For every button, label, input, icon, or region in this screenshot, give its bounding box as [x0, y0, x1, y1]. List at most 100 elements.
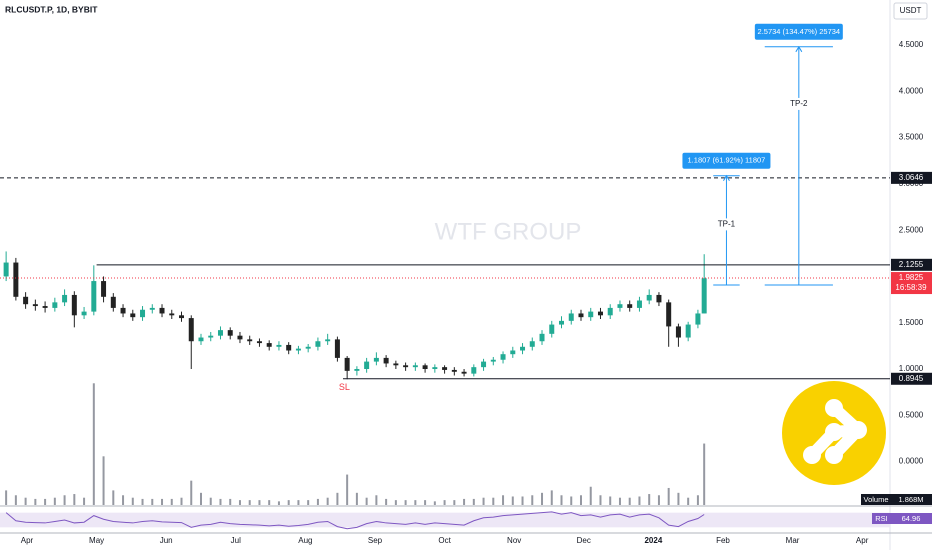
candle-body — [666, 302, 672, 327]
volume-bar — [326, 497, 329, 505]
candle-body — [481, 361, 487, 368]
volume-bar — [131, 497, 134, 505]
candle-body — [217, 330, 223, 336]
candle-body — [549, 324, 555, 334]
volume-bar — [287, 500, 290, 505]
x-tick-label: Feb — [716, 536, 730, 545]
candle-body — [110, 296, 116, 308]
volume-bar — [609, 496, 612, 505]
volume-bar — [219, 498, 222, 505]
candle-body — [325, 339, 331, 342]
volume-bar — [199, 492, 202, 505]
volume-bar — [521, 496, 524, 505]
volume-bar — [365, 497, 368, 505]
volume-bar — [511, 496, 514, 505]
volume-bar — [336, 492, 339, 505]
currency-box[interactable] — [893, 2, 928, 20]
volume-bar — [307, 500, 310, 505]
volume-bar — [638, 496, 641, 505]
volume-bar — [14, 495, 17, 505]
candle-body — [71, 294, 77, 316]
candle-body — [315, 341, 321, 347]
candle-body — [120, 307, 126, 314]
level-label: 1.9825 — [899, 273, 924, 282]
volume-bar — [531, 495, 534, 505]
candle-body — [81, 311, 87, 316]
x-tick-label: Oct — [438, 536, 451, 545]
candle-body — [256, 341, 262, 344]
volume-bar — [258, 500, 261, 505]
volume-bar — [628, 497, 631, 505]
candle-body — [500, 354, 506, 360]
candle-body — [227, 330, 233, 336]
volume-bar — [92, 383, 95, 505]
candle-body — [539, 333, 545, 342]
candle-body — [588, 311, 594, 318]
volume-bar — [502, 495, 505, 505]
rsi-value: 64.96 — [902, 514, 921, 523]
candle-body — [344, 357, 350, 371]
candle-body — [62, 294, 68, 303]
volume-bar — [122, 495, 125, 505]
candle-body — [13, 262, 19, 297]
volume-bar — [24, 497, 27, 505]
candle-body — [383, 357, 389, 364]
candle-body — [354, 369, 360, 371]
x-tick-label: Aug — [298, 536, 312, 545]
volume-bar — [190, 480, 193, 505]
candle-body — [52, 302, 58, 308]
volume-bar — [375, 495, 378, 505]
measure-label-box — [754, 23, 843, 40]
volume-bar — [161, 498, 164, 505]
volume-bar — [268, 500, 271, 505]
volume-bar — [385, 498, 388, 505]
candle-body — [451, 369, 457, 372]
candle-body — [636, 300, 642, 308]
y-tick-label: 1.0000 — [899, 364, 924, 373]
candle-body — [286, 344, 292, 351]
volume-name: Volume — [863, 495, 888, 504]
volume-bar — [53, 497, 56, 505]
volume-bar — [83, 497, 86, 505]
y-tick-label: 1.5000 — [899, 318, 924, 327]
candle-body — [3, 262, 9, 277]
volume-bar — [482, 497, 485, 505]
chart-title: RLCUSDT.P, 1D, BYBIT — [5, 4, 98, 14]
candle-body — [130, 313, 136, 318]
candle-body — [559, 320, 565, 325]
candle-body — [646, 294, 652, 301]
candle-body — [247, 339, 253, 342]
level-time: 16:58:39 — [895, 283, 927, 292]
candle-body — [422, 365, 428, 370]
candle-body — [140, 309, 146, 318]
volume-bar — [112, 490, 115, 505]
measure-name: TP-1 — [718, 219, 736, 228]
candle-body — [701, 278, 707, 314]
candle-body — [188, 318, 194, 342]
volume-bar — [73, 494, 76, 505]
candle-body — [266, 343, 272, 347]
volume-bar — [570, 496, 573, 505]
volume-bar — [5, 490, 8, 505]
candle-body — [179, 315, 185, 319]
x-tick-label: Jul — [231, 536, 241, 545]
candle-body — [32, 304, 38, 307]
volume-bar — [209, 497, 212, 505]
candle-body — [334, 339, 340, 358]
level-label-box — [891, 258, 932, 271]
volume-bar — [472, 498, 475, 505]
candle-body — [208, 335, 214, 338]
volume-bar — [277, 501, 280, 505]
candle-body — [403, 365, 409, 368]
volume-bar — [463, 498, 466, 505]
volume-bar — [433, 501, 436, 505]
level-label-box — [891, 272, 932, 295]
rsi-value-box — [891, 513, 932, 524]
volume-bar — [648, 494, 651, 505]
candle-body — [685, 324, 691, 338]
candle-body — [432, 367, 438, 370]
candle-body — [617, 304, 623, 308]
volume-bar — [229, 498, 232, 505]
candle-body — [529, 341, 535, 347]
candle-body — [471, 367, 477, 374]
